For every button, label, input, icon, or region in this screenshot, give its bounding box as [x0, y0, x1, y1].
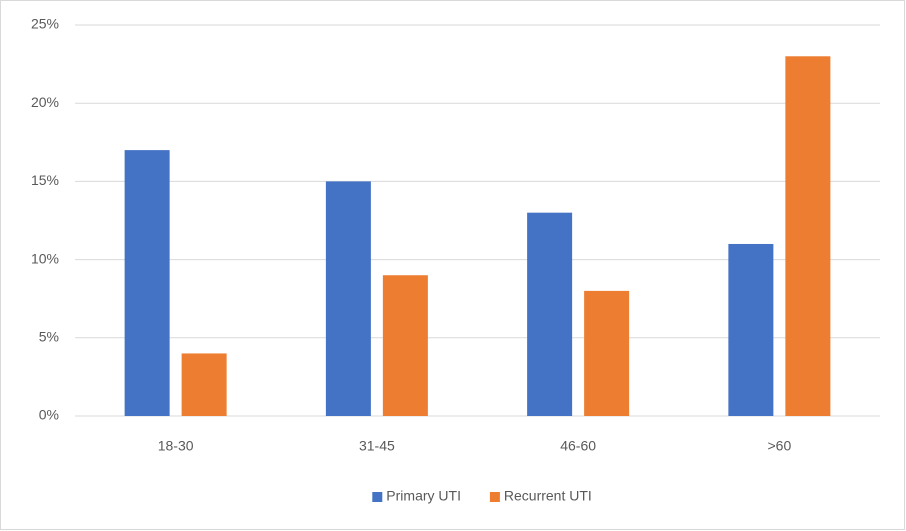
legend-swatch: [372, 492, 383, 502]
y-tick-label: 0%: [39, 407, 59, 423]
y-tick-label: 25%: [31, 16, 59, 32]
bar: [728, 243, 774, 416]
bar: [527, 212, 573, 416]
legend-swatch: [489, 492, 500, 502]
bar: [325, 181, 371, 416]
bar: [181, 353, 227, 416]
x-tick-label: >60: [768, 438, 792, 454]
bar: [584, 290, 630, 416]
bar: [382, 275, 428, 416]
bar: [785, 56, 831, 416]
legend-label: Primary UTI: [386, 488, 461, 504]
x-tick-label: 18-30: [158, 438, 194, 454]
bar: [124, 150, 170, 416]
y-tick-label: 20%: [31, 94, 59, 110]
y-tick-label: 10%: [31, 250, 59, 266]
x-tick-label: 46-60: [560, 438, 596, 454]
legend-label: Recurrent UTI: [504, 488, 592, 504]
y-tick-label: 5%: [39, 329, 59, 345]
y-tick-label: 15%: [31, 172, 59, 188]
x-tick-label: 31-45: [359, 438, 395, 454]
